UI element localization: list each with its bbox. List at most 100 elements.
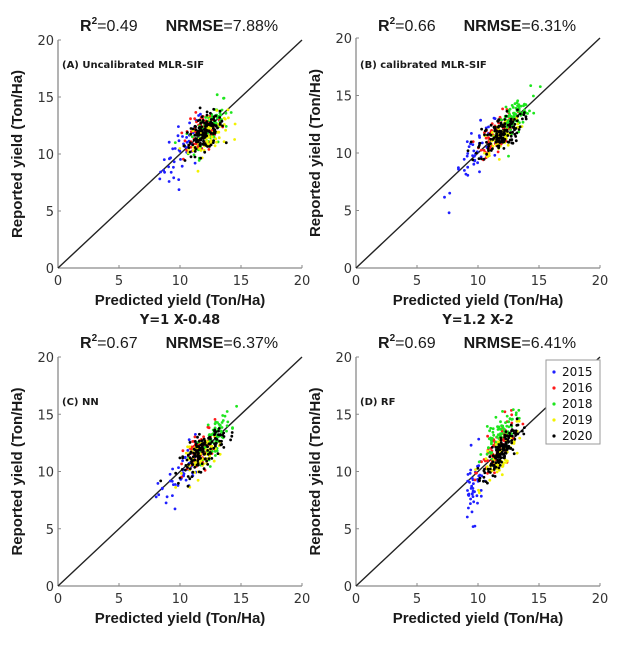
data-point — [493, 136, 496, 140]
data-point — [482, 479, 485, 483]
data-point — [506, 447, 509, 451]
data-point — [500, 444, 504, 448]
data-point — [506, 130, 509, 133]
data-point — [522, 432, 526, 436]
data-point — [497, 158, 501, 161]
data-point — [510, 439, 514, 442]
data-point — [180, 462, 184, 466]
data-point — [524, 117, 528, 121]
data-point — [502, 147, 506, 150]
data-point — [521, 120, 525, 124]
data-point — [483, 459, 487, 463]
series-2015 — [443, 116, 497, 215]
data-point — [510, 413, 514, 417]
data-point — [496, 440, 500, 444]
r2-value: =0.67 — [97, 335, 138, 352]
data-point — [183, 159, 187, 162]
data-point — [193, 146, 197, 149]
data-point — [178, 476, 182, 480]
data-point — [198, 133, 202, 137]
data-point — [467, 493, 470, 497]
data-point — [507, 425, 511, 429]
data-point — [473, 478, 477, 482]
x-tick-label: 0 — [352, 592, 360, 607]
data-point — [209, 131, 213, 135]
data-point — [514, 139, 518, 143]
data-point — [505, 414, 509, 418]
scatter-points — [443, 84, 542, 215]
data-point — [509, 423, 513, 427]
data-point — [504, 421, 507, 424]
data-point — [158, 177, 162, 181]
data-point — [491, 437, 494, 440]
y-tick-label: 15 — [37, 408, 54, 423]
data-point — [204, 124, 207, 128]
data-point — [484, 136, 488, 140]
data-point — [184, 468, 187, 472]
data-point — [494, 445, 498, 449]
data-point — [193, 465, 197, 469]
data-point — [184, 478, 188, 482]
data-point — [206, 449, 210, 452]
data-point — [193, 440, 197, 443]
data-point — [193, 155, 197, 159]
data-point — [213, 119, 217, 122]
data-point — [168, 157, 171, 161]
x-tick-label: 20 — [294, 592, 311, 607]
data-point — [215, 109, 219, 112]
data-point — [189, 155, 193, 159]
data-point — [486, 449, 489, 453]
data-point — [212, 107, 216, 111]
data-point — [513, 132, 517, 136]
data-point — [188, 441, 192, 444]
y-axis-label: Reported yield (Ton/Ha) — [307, 69, 324, 237]
data-point — [473, 158, 477, 162]
data-point — [207, 442, 211, 446]
data-point — [485, 140, 488, 144]
x-tick-label: 20 — [294, 274, 311, 289]
data-point — [512, 114, 516, 118]
data-point — [188, 150, 192, 154]
data-point — [202, 139, 205, 143]
data-point — [513, 437, 517, 441]
data-point — [178, 456, 182, 460]
data-point — [233, 122, 237, 126]
data-point — [223, 117, 227, 121]
data-point — [220, 421, 224, 424]
data-point — [171, 467, 175, 471]
data-point — [488, 478, 492, 482]
data-point — [210, 440, 214, 443]
data-point — [186, 466, 189, 469]
data-point — [485, 452, 489, 456]
data-point — [230, 431, 234, 434]
data-point — [528, 109, 531, 113]
data-point — [482, 157, 486, 161]
data-point — [487, 144, 490, 148]
data-point — [506, 140, 510, 144]
data-point — [477, 478, 481, 482]
data-point — [187, 438, 191, 442]
data-point — [471, 143, 475, 147]
r2-label: R — [378, 18, 390, 35]
data-point — [180, 468, 184, 471]
data-point — [471, 495, 475, 498]
nrmse-value: =7.88% — [223, 18, 278, 35]
nrmse-value: =6.37% — [223, 335, 278, 352]
data-point — [488, 467, 492, 471]
data-point — [231, 427, 234, 430]
data-point — [468, 471, 472, 475]
data-point — [205, 113, 209, 117]
data-point — [209, 433, 213, 437]
y-tick-label: 10 — [335, 147, 352, 162]
data-point — [210, 450, 214, 453]
data-point — [188, 121, 192, 125]
data-point — [186, 484, 190, 488]
data-point — [499, 438, 503, 442]
data-point — [475, 494, 479, 498]
regression-equation: Y=1 X-0.48 — [139, 313, 220, 328]
y-tick-label: 20 — [37, 351, 54, 366]
data-point — [486, 147, 490, 151]
legend-item-2018: 2018 — [552, 397, 593, 411]
data-point — [177, 178, 181, 182]
